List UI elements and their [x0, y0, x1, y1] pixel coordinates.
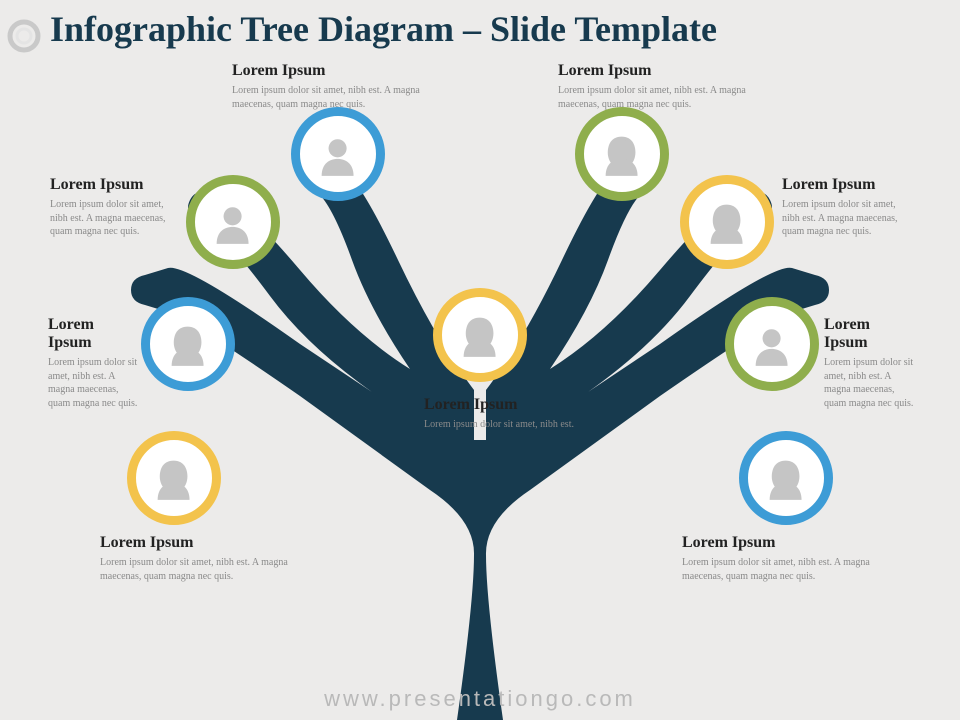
- tree-node-left-3: [141, 297, 235, 391]
- person-icon: [689, 184, 765, 260]
- person-icon: [442, 297, 518, 373]
- node-body: Lorem ipsum dolor sit amet, nibh est. A …: [232, 84, 462, 111]
- node-heading: Lorem Ipsum: [232, 62, 462, 80]
- node-body: Lorem ipsum dolor sit amet, nibh est. A …: [782, 198, 914, 239]
- person-icon: [734, 306, 810, 382]
- node-body: Lorem ipsum dolor sit amet, nibh est. A …: [682, 556, 892, 583]
- node-heading: Lorem Ipsum: [100, 534, 310, 552]
- person-icon: [195, 184, 271, 260]
- node-body: Lorem ipsum dolor sit amet, nibh est. A …: [50, 198, 180, 239]
- node-body: Lorem ipsum dolor sit amet, nibh est. A …: [824, 356, 916, 410]
- tree-node-right-2: [680, 175, 774, 269]
- tree-node-left-2: [186, 175, 280, 269]
- person-icon: [584, 116, 660, 192]
- watermark-text: www.presentationgo.com: [0, 686, 960, 712]
- node-body: Lorem ipsum dolor sit amet, nibh est. A …: [558, 84, 788, 111]
- node-caption-right-2: Lorem Ipsum Lorem ipsum dolor sit amet, n…: [782, 176, 914, 239]
- node-heading: Lorem Ipsum: [682, 534, 892, 552]
- tree-node-left-top: [291, 107, 385, 201]
- node-caption-center: Lorem Ipsum Lorem ipsum dolor sit amet, n…: [424, 396, 574, 432]
- node-body: Lorem ipsum dolor sit amet, nibh est. A …: [100, 556, 310, 583]
- person-icon: [150, 306, 226, 382]
- node-heading: Lorem Ipsum: [558, 62, 788, 80]
- node-heading: Lorem Ipsum: [824, 316, 916, 352]
- person-icon: [748, 440, 824, 516]
- node-caption-left-3: Lorem Ipsum Lorem ipsum dolor sit amet, n…: [48, 316, 140, 410]
- node-heading: Lorem Ipsum: [424, 396, 574, 414]
- tree-node-center: [433, 288, 527, 382]
- slide-stage: Infographic Tree Diagram – Slide Templat…: [0, 0, 960, 720]
- node-caption-right-top: Lorem Ipsum Lorem ipsum dolor sit amet, n…: [558, 62, 788, 111]
- node-body: Lorem ipsum dolor sit amet, nibh est.: [424, 418, 574, 432]
- tree-node-right-3: [725, 297, 819, 391]
- node-caption-right-3: Lorem Ipsum Lorem ipsum dolor sit amet, n…: [824, 316, 916, 410]
- node-caption-left-4: Lorem Ipsum Lorem ipsum dolor sit amet, n…: [100, 534, 310, 583]
- person-icon: [136, 440, 212, 516]
- tree-node-right-4: [739, 431, 833, 525]
- node-caption-right-4: Lorem Ipsum Lorem ipsum dolor sit amet, n…: [682, 534, 892, 583]
- tree-node-left-4: [127, 431, 221, 525]
- node-heading: Lorem Ipsum: [48, 316, 140, 352]
- node-caption-left-top: Lorem Ipsum Lorem ipsum dolor sit amet, n…: [232, 62, 462, 111]
- person-icon: [300, 116, 376, 192]
- tree-node-right-top: [575, 107, 669, 201]
- node-heading: Lorem Ipsum: [50, 176, 180, 194]
- node-caption-left-2: Lorem Ipsum Lorem ipsum dolor sit amet, n…: [50, 176, 180, 239]
- node-body: Lorem ipsum dolor sit amet, nibh est. A …: [48, 356, 140, 410]
- node-heading: Lorem Ipsum: [782, 176, 914, 194]
